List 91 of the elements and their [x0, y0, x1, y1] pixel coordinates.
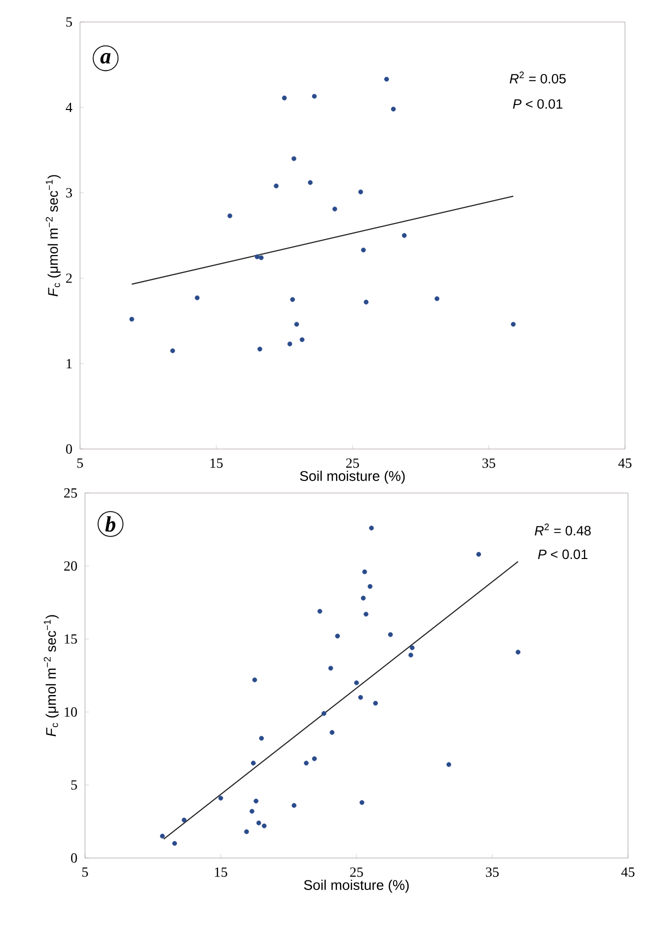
- x-tick-label: 35: [486, 868, 499, 877]
- point: [317, 608, 322, 614]
- point: [274, 184, 279, 188]
- x-tick-label: 45: [621, 867, 634, 877]
- point: [287, 342, 292, 346]
- point: [250, 808, 254, 814]
- x-tick-label: 45: [618, 458, 632, 468]
- point: [170, 348, 176, 354]
- annotation: a: [100, 53, 111, 64]
- point: [254, 254, 260, 260]
- x-tick-label: 15: [210, 458, 223, 468]
- point: [292, 156, 296, 162]
- point: [227, 213, 232, 218]
- y-tick-label: 20: [64, 561, 77, 571]
- point: [262, 823, 267, 828]
- point: [257, 346, 262, 352]
- y-axis-title: F$_{c}$ (μmol m$^{−2}$ sec$^{−1}$): [46, 175, 61, 296]
- x-tick-label: 5: [82, 867, 88, 877]
- point: [360, 596, 366, 601]
- point: [368, 584, 372, 589]
- point: [172, 841, 177, 846]
- point: [361, 248, 366, 252]
- annotation: P < 0.01: [538, 550, 588, 560]
- point: [292, 803, 296, 808]
- point: [358, 695, 363, 700]
- point: [322, 711, 326, 716]
- point: [335, 634, 340, 638]
- point: [390, 106, 396, 112]
- point: [446, 762, 452, 767]
- point: [330, 730, 334, 735]
- point: [312, 94, 317, 99]
- x-tick-label: 25: [350, 868, 363, 877]
- y-tick-label: 5: [71, 780, 77, 790]
- point: [364, 612, 368, 617]
- point: [160, 834, 165, 838]
- point: [354, 680, 359, 686]
- point: [252, 677, 258, 682]
- point: [282, 96, 287, 100]
- y-tick-label: 15: [64, 634, 77, 644]
- point: [373, 700, 378, 706]
- annotation: R$^{2}$ = 0.05: [510, 72, 566, 84]
- y-tick-label: 2: [66, 274, 72, 283]
- x-axis-title: Soil moisture (%): [300, 470, 405, 484]
- y-tick-label: 4: [66, 102, 72, 112]
- point: [308, 180, 313, 185]
- point: [304, 760, 309, 766]
- point: [254, 798, 258, 804]
- annotation: R$^{2}$ = 0.48: [534, 524, 591, 536]
- point: [434, 296, 440, 302]
- point: [369, 526, 374, 530]
- point: [358, 190, 364, 194]
- point: [516, 650, 520, 655]
- point: [182, 818, 186, 822]
- point: [402, 233, 407, 238]
- y-tick-label: 3: [66, 188, 72, 198]
- x-tick-label: 35: [482, 458, 496, 468]
- annotation: P < 0.01: [512, 99, 562, 109]
- y-axis-title: F$_{c}$ (μmol m$^{−2}$ sec$^{−1}$): [44, 615, 59, 736]
- point: [408, 652, 414, 658]
- y-tick-label: 25: [64, 488, 77, 498]
- annotation: b: [105, 516, 116, 532]
- point: [259, 736, 264, 741]
- point: [244, 829, 249, 834]
- y-tick-label: 5: [66, 17, 72, 27]
- y-tick-label: 0: [71, 853, 77, 863]
- point: [294, 322, 300, 327]
- point: [258, 255, 264, 260]
- y-tick-label: 1: [66, 358, 72, 368]
- point: [300, 337, 304, 342]
- point: [510, 322, 516, 327]
- point: [388, 632, 393, 638]
- point: [194, 295, 200, 300]
- x-tick-label: 25: [346, 458, 359, 468]
- point: [332, 206, 338, 212]
- point: [218, 796, 224, 801]
- point: [360, 800, 364, 805]
- x-tick-label: 15: [214, 867, 228, 877]
- y-tick-label: 10: [64, 707, 77, 717]
- point: [410, 645, 415, 650]
- point: [312, 756, 317, 762]
- y-tick-label: 0: [66, 444, 72, 454]
- point: [129, 316, 134, 322]
- point: [364, 300, 369, 304]
- point: [384, 76, 389, 82]
- point: [250, 760, 256, 766]
- point: [290, 297, 295, 302]
- point: [476, 552, 482, 557]
- point: [328, 666, 334, 671]
- x-axis-title: Soil moisture (%): [304, 880, 409, 893]
- point: [256, 820, 262, 826]
- point: [362, 569, 368, 574]
